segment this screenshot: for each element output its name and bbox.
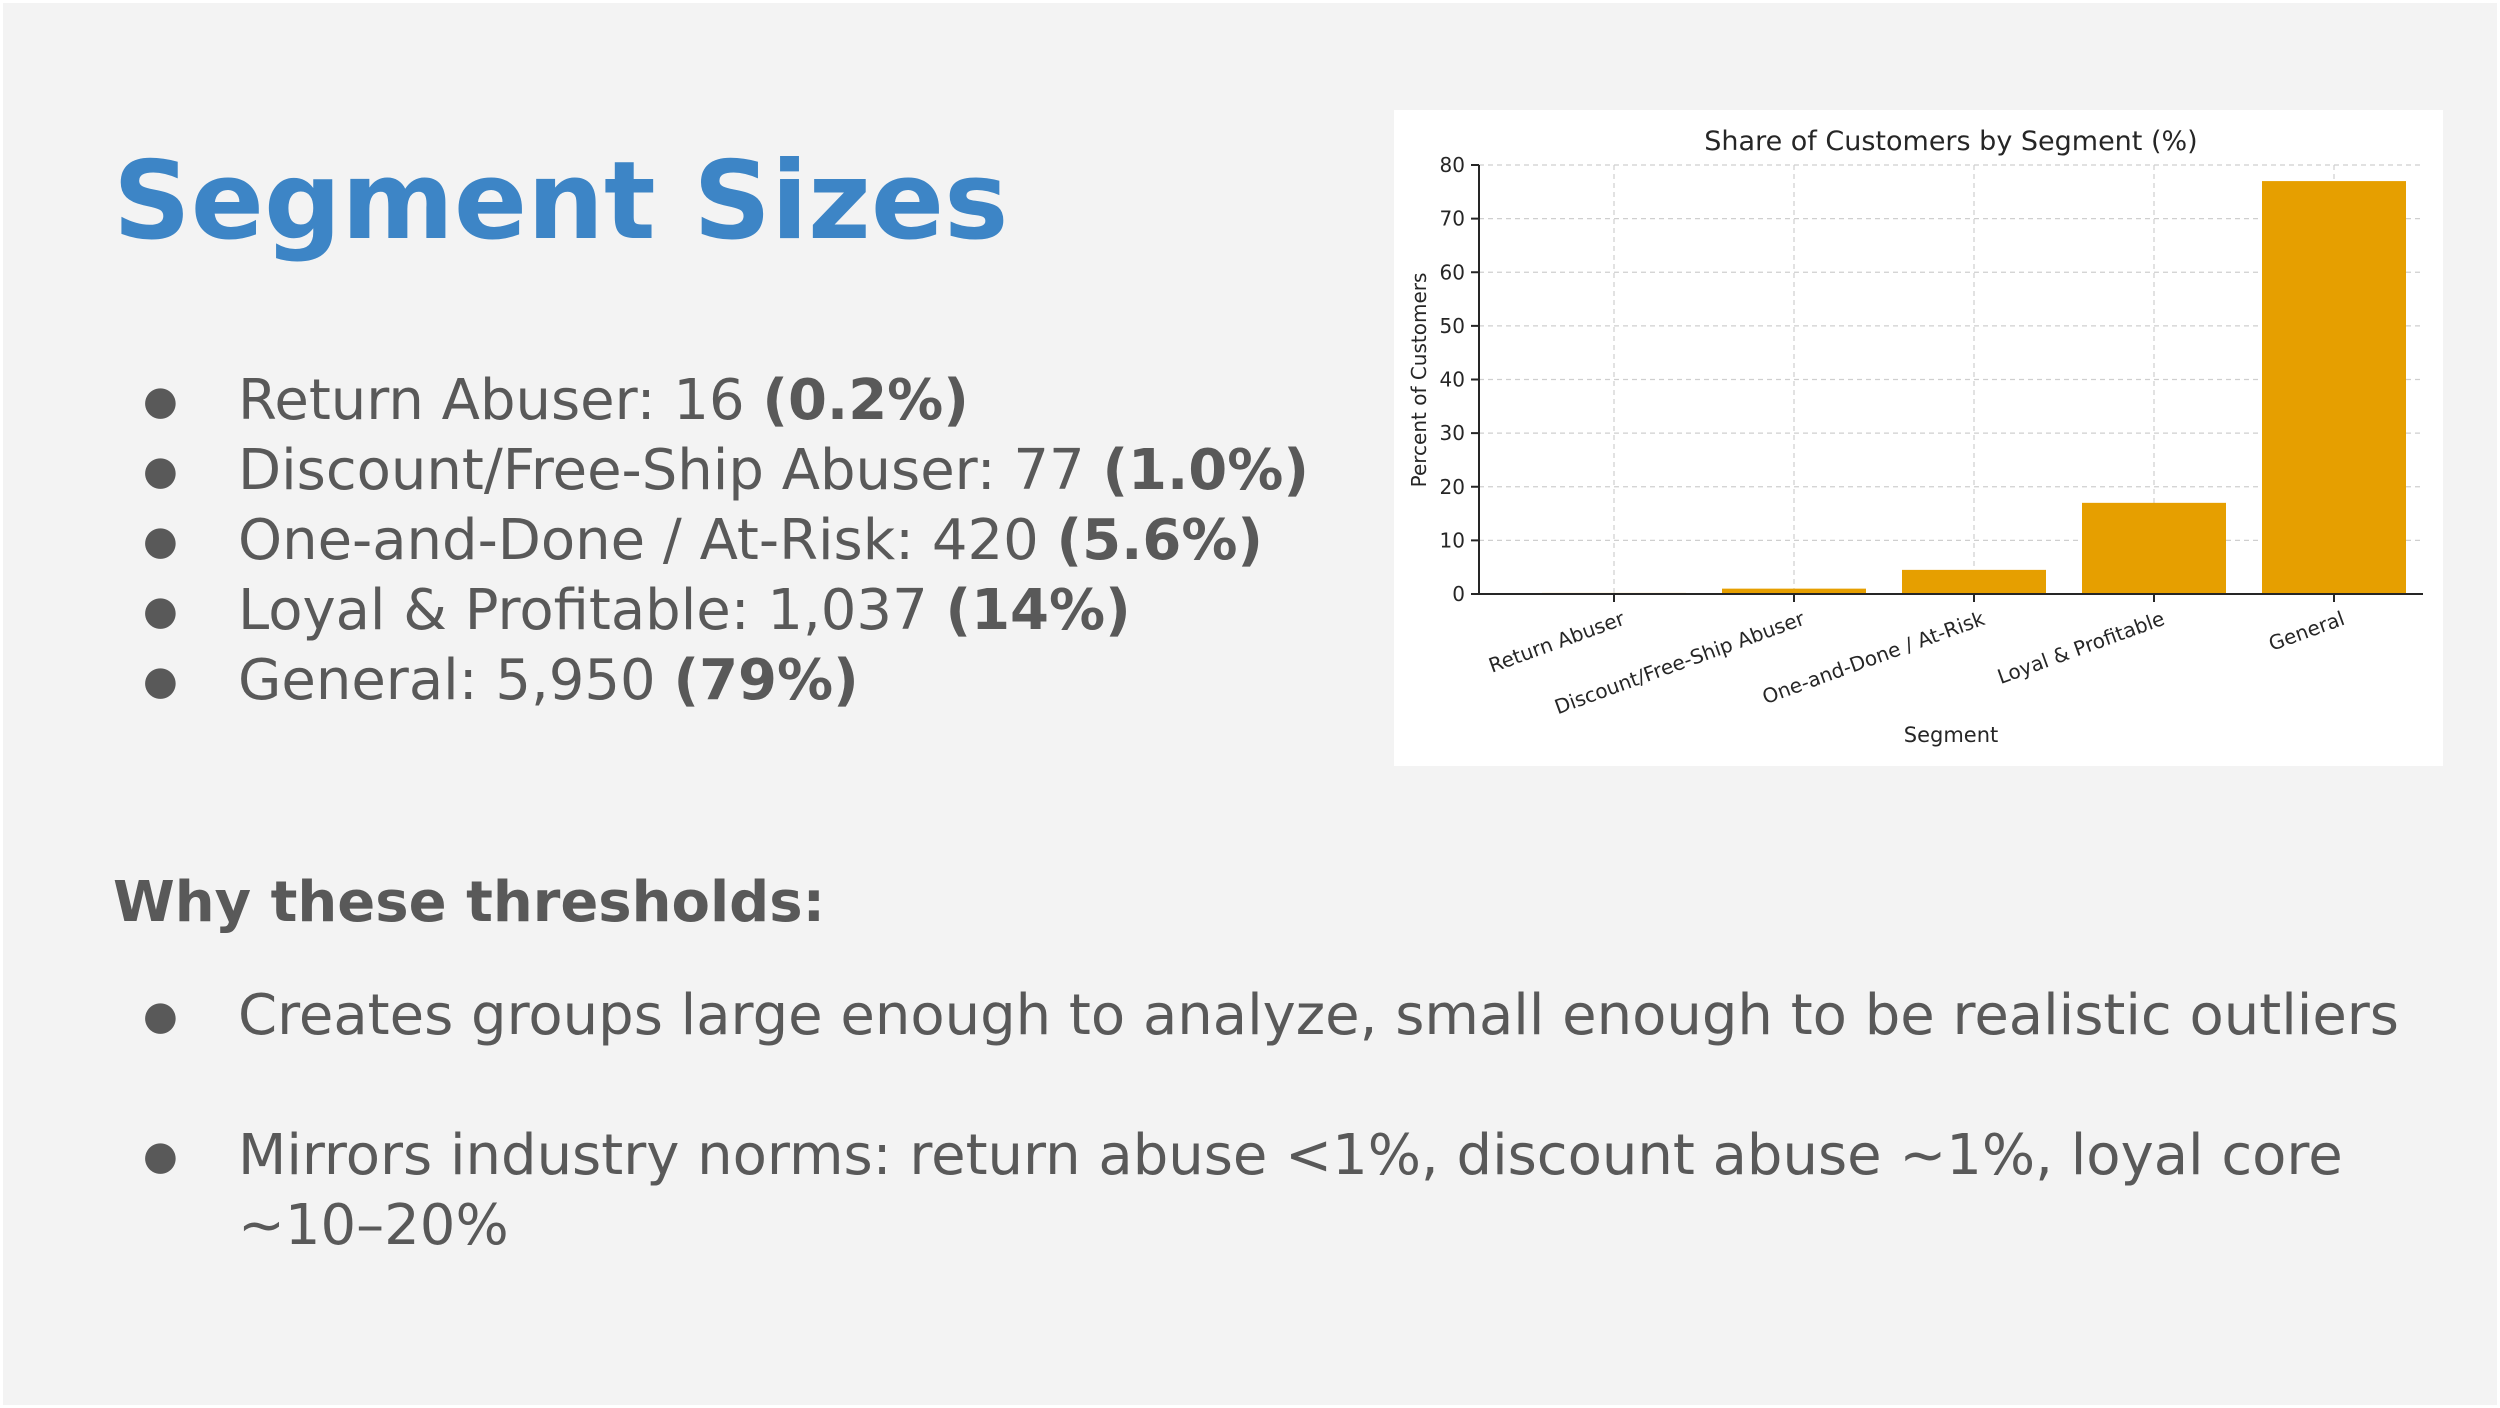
bullet-icon: ● — [143, 518, 178, 564]
segment-percent: (79%) — [673, 648, 859, 713]
y-tick-labels: 0 10 20 30 40 50 60 70 80 — [1440, 153, 1465, 606]
y-tick-label: 10 — [1440, 528, 1465, 552]
reason-text: Mirrors industry norms: return abuse <1%… — [238, 1123, 2343, 1258]
bullet-icon: ● — [143, 588, 178, 634]
bar — [1902, 569, 2046, 594]
segment-percent: (0.2%) — [762, 368, 969, 433]
bullet-icon: ● — [143, 448, 178, 494]
y-tick-label: 40 — [1440, 368, 1465, 392]
why-heading: Why these thresholds: — [113, 870, 825, 935]
reason-item: ● Creates groups large enough to analyze,… — [3, 981, 2497, 1051]
y-tick-label: 80 — [1440, 153, 1465, 177]
segment-label: Loyal & Profitable: 1,037 — [238, 578, 946, 643]
segment-label: Discount/Free-Ship Abuser: 77 — [238, 438, 1103, 503]
grid-lines — [1479, 164, 2423, 594]
segment-item: ● One-and-Done / At-Risk: 420 (5.6%) — [3, 506, 1309, 576]
y-tick-label: 60 — [1440, 260, 1465, 284]
bar — [2082, 502, 2226, 594]
bullet-icon: ● — [143, 658, 178, 704]
segment-label: One-and-Done / At-Risk: 420 — [238, 508, 1057, 573]
segment-label: Return Abuser: 16 — [238, 368, 763, 433]
bar — [1722, 588, 1866, 594]
segment-label: General: 5,950 — [238, 648, 674, 713]
reason-item: ● Mirrors industry norms: return abuse <1… — [3, 1121, 2497, 1261]
y-tick-label: 30 — [1440, 421, 1465, 445]
segment-item: ● General: 5,950 (79%) — [3, 646, 1309, 716]
segment-item: ● Return Abuser: 16 (0.2%) — [3, 366, 1309, 436]
segment-item: ● Discount/Free-Ship Abuser: 77 (1.0%) — [3, 436, 1309, 506]
bar — [2262, 181, 2406, 594]
segment-percent: (14%) — [945, 578, 1131, 643]
y-tick-label: 20 — [1440, 475, 1465, 499]
slide: Segment Sizes ● Return Abuser: 16 (0.2%) … — [3, 3, 2497, 1405]
reasons-list: ● Creates groups large enough to analyze,… — [3, 981, 2497, 1261]
y-tick-label: 70 — [1440, 207, 1465, 231]
y-tick-label: 0 — [1452, 582, 1465, 606]
bars — [1542, 181, 2406, 594]
chart-panel: Share of Customers by Segment (%) 0 10 20 3… — [1394, 110, 2443, 766]
x-tick-label: General — [2265, 606, 2347, 656]
bullet-icon: ● — [143, 378, 178, 424]
x-tick-label: Loyal & Profitable — [1994, 606, 2168, 689]
y-axis-label: Percent of Customers — [1407, 273, 1431, 488]
x-tick-label: Return Abuser — [1485, 606, 1628, 678]
x-axis-label: Segment — [1904, 723, 1999, 747]
bullet-icon: ● — [143, 1133, 178, 1179]
segment-list: ● Return Abuser: 16 (0.2%) ● Discount/Free… — [3, 366, 1309, 716]
y-tick-label: 50 — [1440, 314, 1465, 338]
segment-percent: (1.0%) — [1102, 438, 1309, 503]
axes — [1471, 164, 2423, 602]
chart-title: Share of Customers by Segment (%) — [1704, 126, 2197, 157]
bullet-icon: ● — [143, 993, 178, 1039]
slide-title: Segment Sizes — [113, 139, 1009, 264]
segment-percent: (5.6%) — [1056, 508, 1264, 573]
bar-chart: Share of Customers by Segment (%) 0 10 20 3… — [1407, 126, 2423, 747]
reason-text: Creates groups large enough to analyze, … — [238, 983, 2399, 1048]
segment-item: ● Loyal & Profitable: 1,037 (14%) — [3, 576, 1309, 646]
